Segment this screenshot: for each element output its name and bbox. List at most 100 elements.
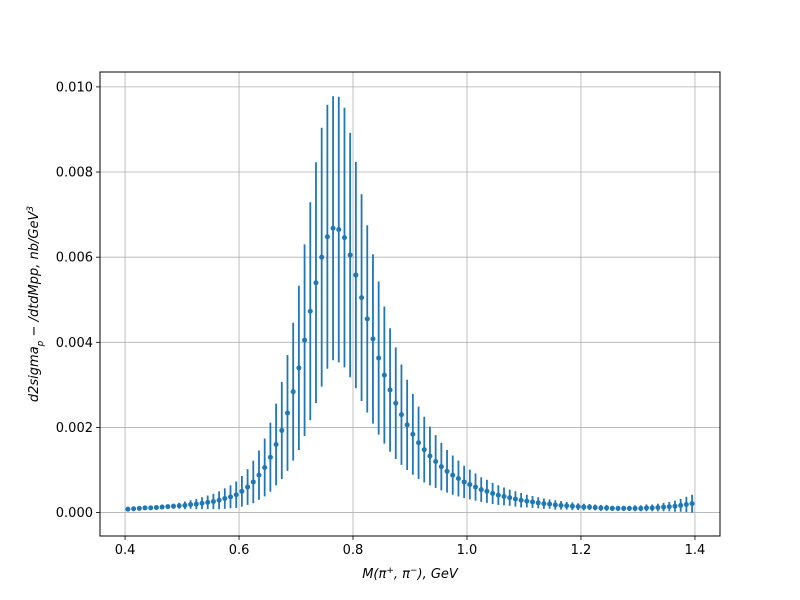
data-point — [683, 501, 689, 507]
data-point — [199, 500, 205, 506]
data-point — [313, 280, 319, 286]
data-point — [655, 504, 661, 510]
data-point — [142, 505, 148, 511]
x-tick-label: 1.0 — [457, 543, 478, 558]
data-point — [171, 503, 177, 509]
data-point — [245, 484, 251, 490]
x-tick-label: 0.8 — [343, 543, 364, 558]
data-point — [165, 504, 171, 510]
data-point — [643, 505, 649, 511]
y-axis-label: d2sigmap − /dtdMpp, nb/GeV3 — [26, 206, 46, 402]
data-point — [239, 488, 245, 494]
data-point — [233, 492, 239, 498]
data-point — [347, 252, 353, 258]
y-tick-label: 0.008 — [56, 166, 93, 181]
data-point — [284, 410, 290, 416]
data-point — [222, 496, 228, 502]
data-point — [307, 308, 313, 314]
data-point — [666, 504, 672, 510]
plot-frame — [99, 71, 721, 537]
data-point — [524, 498, 530, 504]
data-point — [461, 479, 467, 485]
data-point — [330, 225, 336, 231]
data-point — [501, 493, 507, 499]
data-point — [404, 422, 410, 428]
data-point — [296, 365, 302, 371]
data-point — [535, 500, 541, 506]
data-point — [450, 472, 456, 478]
data-point — [558, 502, 564, 508]
data-point — [427, 453, 433, 459]
data-point — [387, 387, 393, 393]
data-point — [495, 492, 501, 498]
data-point — [564, 503, 570, 509]
data-point — [621, 505, 627, 511]
data-point — [273, 441, 279, 447]
data-point — [478, 487, 484, 493]
data-point — [216, 497, 222, 503]
data-point — [205, 499, 211, 505]
data-point — [467, 481, 473, 487]
data-point — [262, 464, 268, 470]
data-point — [364, 316, 370, 322]
data-point — [336, 227, 342, 233]
data-point — [370, 336, 376, 342]
data-point — [359, 295, 365, 301]
grid-lines — [100, 72, 720, 536]
data-point — [153, 504, 159, 510]
data-point — [182, 502, 188, 508]
data-point — [541, 501, 547, 507]
y-tick-label: 0.002 — [56, 421, 93, 436]
data-point — [626, 505, 632, 511]
data-point — [552, 502, 558, 508]
data-point — [598, 505, 604, 511]
data-point — [159, 504, 165, 510]
data-point — [473, 484, 479, 490]
data-point — [381, 372, 387, 378]
data-point — [615, 505, 621, 511]
data-point — [267, 454, 273, 460]
data-series — [125, 96, 695, 513]
data-point — [290, 389, 296, 395]
data-point — [319, 254, 325, 260]
data-point — [512, 496, 518, 502]
data-point — [490, 490, 496, 496]
data-point — [341, 235, 347, 241]
data-point — [256, 472, 262, 478]
data-point — [638, 505, 644, 511]
x-tick-label: 0.6 — [229, 543, 250, 558]
data-point — [547, 501, 553, 507]
data-point — [302, 337, 308, 343]
data-point — [530, 499, 536, 505]
data-point — [148, 505, 154, 511]
data-point — [455, 476, 461, 482]
x-tick-label: 1.2 — [571, 543, 592, 558]
y-tick-label: 0.000 — [56, 506, 93, 521]
data-point — [575, 504, 581, 510]
data-point — [324, 234, 330, 240]
data-point — [649, 505, 655, 511]
y-tick-label: 0.004 — [56, 336, 93, 351]
data-point — [398, 412, 404, 418]
data-point — [518, 497, 524, 503]
data-point — [416, 440, 422, 446]
data-point — [376, 355, 382, 361]
y-tick-label: 0.006 — [56, 251, 93, 266]
data-point — [678, 502, 684, 508]
data-point — [353, 272, 359, 278]
data-point — [632, 505, 638, 511]
data-point — [193, 501, 199, 507]
data-point — [689, 501, 695, 507]
x-axis-label: M(π+, π−), GeV — [362, 566, 459, 582]
data-point — [438, 464, 444, 470]
data-point — [279, 427, 285, 433]
data-point — [581, 504, 587, 510]
data-point — [609, 505, 615, 511]
data-point — [210, 499, 216, 505]
data-point — [484, 488, 490, 494]
data-point — [227, 494, 233, 500]
data-point — [250, 479, 256, 485]
data-point — [661, 504, 667, 510]
data-point — [188, 501, 194, 507]
